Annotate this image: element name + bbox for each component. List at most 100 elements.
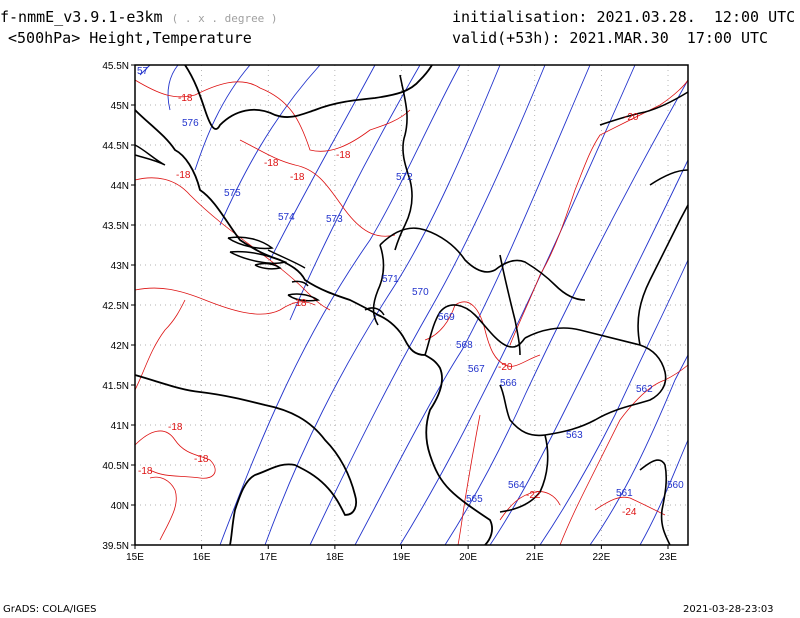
height-contour <box>289 64 421 321</box>
latitude-axis: 39.5N 40N 40.5N 41N 41.5N 42N 42.5N 43N 43.5N 44N… <box>102 61 135 552</box>
border <box>499 327 667 437</box>
island <box>229 250 288 264</box>
valid-label: valid(+53h): <box>452 29 561 47</box>
border <box>637 204 689 346</box>
height-contour <box>309 64 546 546</box>
height-contour <box>589 354 689 546</box>
border <box>394 74 413 251</box>
footer-timestamp: 2021-03-28-23:03 <box>683 604 774 615</box>
temperature-label: -18 <box>292 298 307 309</box>
longitude-axis: 15E 16E 17E 18E 19E 20E 21E 22E 23E <box>126 545 677 563</box>
height-label: 563 <box>566 430 583 441</box>
lon-tick-label: 19E <box>393 552 411 563</box>
lat-tick-label: 39.5N <box>102 541 129 552</box>
height-label: 567 <box>468 364 485 375</box>
temperature-label: -18 <box>194 454 209 465</box>
height-label: 569 <box>438 312 455 323</box>
temperature-label: -18 <box>138 466 153 477</box>
island <box>364 307 385 316</box>
island <box>287 293 321 302</box>
border <box>184 64 433 130</box>
temperature-contour <box>134 299 186 391</box>
height-label: 576 <box>182 118 199 129</box>
lat-tick-label: 44N <box>111 181 129 192</box>
height-label: 571 <box>382 274 399 285</box>
border <box>372 244 385 326</box>
height-contours <box>139 64 689 546</box>
temperature-label: -18 <box>168 422 183 433</box>
height-contour <box>444 79 689 546</box>
border <box>499 434 549 513</box>
lat-tick-label: 44.5N <box>102 141 129 152</box>
height-label: 570 <box>412 287 429 298</box>
island <box>134 144 166 166</box>
temperature-contour <box>499 491 561 521</box>
height-contour <box>264 64 501 546</box>
temperature-label: -18 <box>178 93 193 104</box>
temperature-contour <box>457 414 481 546</box>
height-contour <box>139 64 151 76</box>
lat-tick-label: 43N <box>111 261 129 272</box>
lon-tick-label: 23E <box>659 552 677 563</box>
height-label: 560 <box>667 480 684 491</box>
footer-software: GrADS: COLA/IGES <box>3 604 97 615</box>
lat-tick-label: 41N <box>111 421 129 432</box>
height-contour <box>489 159 689 546</box>
height-label: 574 <box>278 212 295 223</box>
temperature-contour <box>134 79 411 152</box>
level-title: <500hPa> Height,Temperature <box>8 29 252 47</box>
height-contour <box>219 64 321 226</box>
valid-time: valid(+53h): 2021.MAR.30 17:00 UTC <box>452 29 768 47</box>
lon-tick-label: 22E <box>592 552 610 563</box>
height-contour <box>167 64 179 111</box>
temperature-label: -18 <box>264 158 279 169</box>
height-label: 572 <box>396 172 413 183</box>
init-value: 2021.03.28. 12:00 UTC <box>596 8 796 26</box>
height-contour <box>639 439 689 546</box>
border <box>639 459 671 546</box>
model-name: f-nmmE_v3.9.1-e3km <box>0 8 163 26</box>
height-labels: 576 575 574 573 572 571 570 569 568 567 … <box>137 66 684 505</box>
temperature-labels: -18 -18 -18 -18 -18 -18 -18 -18 -18 -20 … <box>138 93 639 518</box>
border <box>379 227 586 301</box>
height-contour <box>194 64 251 171</box>
coastline <box>134 374 358 546</box>
height-contour <box>399 64 636 546</box>
temperature-contour <box>559 364 689 546</box>
temperature-label: -18 <box>176 170 191 181</box>
temperature-contours <box>134 79 689 546</box>
height-contour <box>539 259 689 546</box>
lon-tick-label: 16E <box>193 552 211 563</box>
height-label: 561 <box>616 488 633 499</box>
temperature-contour <box>149 476 177 541</box>
border <box>599 91 689 126</box>
init-label: initialisation: <box>452 8 588 26</box>
grid-note: ( . x . degree ) <box>171 12 278 25</box>
borders <box>134 64 689 546</box>
lat-tick-label: 45.5N <box>102 61 129 72</box>
lat-tick-label: 40N <box>111 501 129 512</box>
lat-tick-label: 43.5N <box>102 221 129 232</box>
temperature-contour <box>594 496 666 516</box>
lat-tick-label: 42N <box>111 341 129 352</box>
temperature-contour <box>509 79 689 346</box>
height-contour <box>354 64 591 546</box>
height-label: 57 <box>137 66 149 77</box>
coastline <box>134 109 493 546</box>
height-label: 565 <box>466 494 483 505</box>
lat-tick-label: 40.5N <box>102 461 129 472</box>
border <box>649 169 689 186</box>
temperature-label: -22 <box>526 490 541 501</box>
temperature-contour <box>424 301 541 367</box>
temperature-label: -18 <box>290 172 305 183</box>
height-label: 562 <box>636 384 653 395</box>
lat-tick-label: 41.5N <box>102 381 129 392</box>
lon-tick-label: 20E <box>459 552 477 563</box>
height-label: 575 <box>224 188 241 199</box>
temperature-contour <box>239 139 396 237</box>
height-label: 573 <box>326 214 343 225</box>
lat-tick-label: 42.5N <box>102 301 129 312</box>
height-label: 566 <box>500 378 517 389</box>
island <box>227 236 274 250</box>
